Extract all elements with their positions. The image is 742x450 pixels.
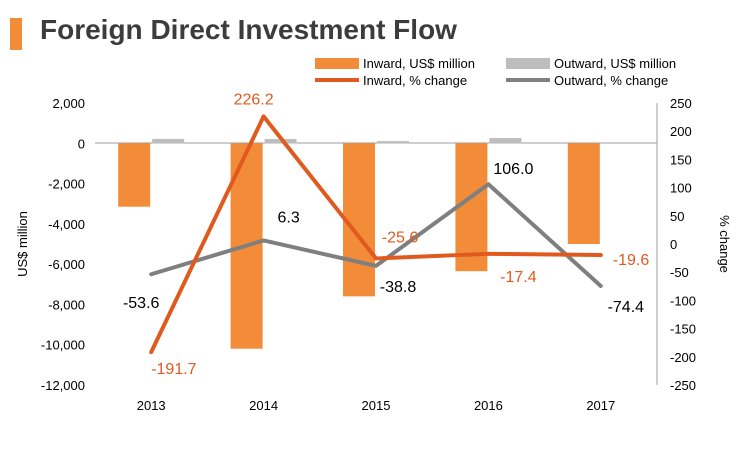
y2-tick-label: -200 [670,350,696,365]
y-tick-label: -6,000 [48,257,85,272]
data-label-outward-change: -74.4 [608,299,645,316]
y2-tick-label: -150 [670,322,696,337]
y2-tick-label: 150 [670,152,692,167]
x-tick-label: 2014 [249,398,278,413]
y2-tick-label: -100 [670,293,696,308]
data-label-outward-change: -38.8 [380,279,417,296]
bar-inward [343,143,375,297]
y2-axis-label: % change [717,215,732,273]
bar-outward [489,138,522,144]
bar-outward [152,138,185,144]
legend-label-inward-change: Inward, % change [363,73,467,88]
page-title: Foreign Direct Investment Flow [40,14,457,45]
y-tick-label: 0 [78,136,85,151]
y-tick-label: -10,000 [41,338,85,353]
x-tick-label: 2016 [474,398,503,413]
x-tick-label: 2017 [586,398,615,413]
legend-label-inward: Inward, US$ million [363,56,475,71]
bar-inward [455,143,488,272]
data-label-outward-change: -53.6 [123,295,160,312]
data-label-outward-change: 6.3 [277,209,299,226]
data-label-outward-change: 106.0 [493,161,533,178]
bar-inward [118,143,151,207]
bar-outward [377,141,409,144]
y-tick-label: 2,000 [52,96,85,111]
data-label-inward-change: -17.4 [500,269,537,286]
y-tick-label: -2,000 [48,177,85,192]
y-tick-label: -4,000 [48,217,85,232]
y2-tick-label: 100 [670,181,692,196]
x-tick-label: 2013 [137,398,166,413]
y2-tick-label: 0 [670,237,677,252]
y2-tick-label: 50 [670,209,684,224]
data-label-inward-change: -191.7 [151,361,196,378]
legend-label-outward: Outward, US$ million [554,56,676,71]
data-label-inward-change: 226.2 [234,91,274,108]
y-tick-label: -8,000 [48,297,85,312]
y-axis-label: US$ million [15,211,30,277]
legend-swatch-inward [315,58,359,69]
x-tick-label: 2015 [362,398,391,413]
legend-swatch-outward [506,58,550,69]
legend-label-outward-change: Outward, % change [554,73,668,88]
y2-tick-label: -250 [670,378,696,393]
line-inward-change [149,114,603,355]
title-accent-bar [10,18,22,50]
y2-tick-label: 200 [670,124,692,139]
y-tick-label: -12,000 [41,378,85,393]
y2-tick-label: -50 [670,265,689,280]
bar-inward [567,143,600,244]
data-label-inward-change: -25.6 [382,229,419,246]
line-outward-change [149,182,603,288]
y2-tick-label: 250 [670,96,692,111]
bar-outward [264,139,297,144]
data-label-inward-change: -19.6 [613,252,650,269]
legend: Inward, US$ million Outward, US$ million… [315,56,676,88]
